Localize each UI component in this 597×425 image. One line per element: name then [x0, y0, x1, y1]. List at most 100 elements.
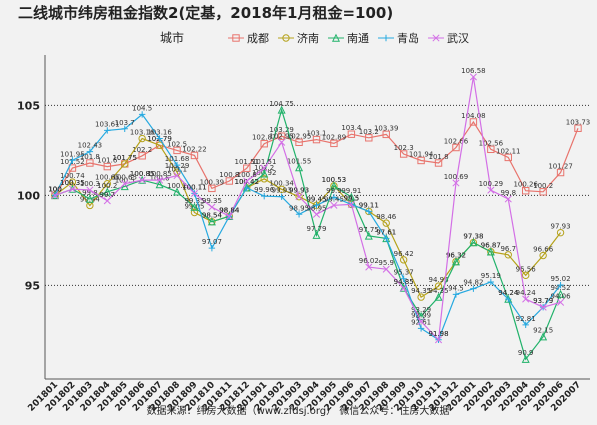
marker — [138, 111, 146, 118]
marker — [312, 210, 321, 218]
marker — [121, 180, 129, 188]
data-label: 104.5 — [132, 104, 152, 112]
data-label: 93.29 — [411, 306, 431, 314]
marker — [417, 318, 425, 326]
data-label: 99.35 — [184, 197, 204, 205]
data-label: 98.95 — [306, 204, 326, 212]
marker — [68, 185, 76, 193]
marker — [470, 285, 477, 292]
data-label: 97.07 — [202, 238, 222, 246]
data-label: 102.5 — [167, 140, 187, 148]
data-label: 99.11 — [359, 201, 379, 209]
marker — [417, 293, 425, 301]
data-label: 102.95 — [287, 132, 312, 140]
marker — [190, 151, 199, 160]
marker — [156, 176, 164, 184]
series-line — [54, 113, 562, 341]
marker — [347, 192, 356, 201]
data-label: 99.91 — [341, 187, 361, 195]
data-label: 100.29 — [479, 180, 504, 188]
marker — [260, 169, 269, 178]
marker — [487, 278, 495, 286]
marker — [522, 321, 529, 329]
data-label: 101.27 — [548, 163, 573, 171]
data-label: 94.82 — [463, 279, 483, 287]
marker — [504, 195, 512, 203]
marker — [295, 211, 303, 218]
data-label: 103.4 — [341, 124, 362, 132]
marker — [417, 311, 426, 320]
data-label: 100.65 — [112, 174, 137, 182]
data-label: 99.5 — [344, 194, 360, 202]
data-label: 102.95 — [269, 132, 294, 140]
data-label: 97.61 — [376, 228, 396, 236]
data-label: 101.1 — [167, 166, 187, 174]
marker — [103, 180, 112, 188]
data-label: 100.35 — [60, 179, 85, 187]
marker — [277, 105, 286, 114]
data-label: 100.2 — [533, 182, 553, 190]
data-label: 100.35 — [60, 179, 85, 187]
source-note: 数据来源：纬房大数据（www.zfdsj.org） 微信公众号：住房大数据 — [147, 404, 450, 417]
data-label: 101.75 — [112, 154, 137, 162]
data-label: 96.87 — [481, 242, 501, 250]
marker — [104, 127, 111, 134]
marker — [521, 354, 530, 363]
data-label: 103.29 — [269, 126, 294, 134]
data-label: 99.45 — [306, 195, 326, 203]
data-label: 99.45 — [324, 195, 344, 203]
data-label: 102.43 — [78, 142, 103, 150]
marker — [452, 291, 460, 298]
data-label: 100.69 — [444, 173, 469, 181]
marker — [173, 172, 181, 180]
data-label: 98.46 — [376, 213, 397, 221]
marker — [539, 303, 547, 311]
marker — [208, 244, 216, 252]
data-label: 95.19 — [481, 272, 501, 280]
marker — [487, 186, 495, 194]
data-label: 100 — [48, 185, 61, 193]
marker — [208, 184, 216, 193]
data-label: 93.79 — [533, 297, 553, 305]
data-label: 104.75 — [269, 100, 294, 108]
data-label: 95.9 — [378, 259, 394, 267]
legend-label: 南通 — [347, 32, 369, 45]
marker — [400, 284, 408, 292]
data-label: 101.75 — [112, 154, 137, 162]
data-label: 100 — [48, 185, 61, 193]
data-label: 100.11 — [182, 183, 207, 191]
marker — [364, 231, 373, 240]
y-tick-label: 100 — [17, 189, 40, 202]
marker — [365, 263, 373, 271]
marker — [69, 157, 76, 164]
data-label: 101.8 — [429, 153, 449, 161]
data-label: 97.79 — [306, 225, 326, 233]
marker — [539, 332, 548, 341]
data-label: 95.56 — [516, 265, 537, 273]
marker — [138, 176, 146, 184]
marker — [86, 148, 94, 155]
marker — [155, 180, 164, 189]
marker — [260, 175, 268, 183]
data-label: 99.45 — [306, 195, 326, 203]
data-label: 106.58 — [461, 67, 486, 75]
data-label: 97.93 — [551, 223, 571, 231]
marker — [399, 256, 408, 264]
marker — [469, 73, 477, 81]
data-label: 98.84 — [219, 206, 240, 214]
data-label: 94.85 — [394, 278, 414, 286]
marker — [330, 201, 338, 209]
data-label: 100.2 — [97, 182, 117, 190]
marker — [86, 159, 94, 167]
data-label: 94.85 — [394, 278, 414, 286]
marker — [469, 238, 478, 247]
marker — [208, 203, 216, 211]
legend-marker — [232, 34, 240, 42]
marker — [278, 138, 286, 146]
data-label: 102.2 — [132, 146, 152, 154]
data-label: 99.7 — [100, 191, 116, 199]
marker — [260, 140, 268, 148]
marker — [243, 184, 250, 192]
marker — [522, 271, 530, 280]
